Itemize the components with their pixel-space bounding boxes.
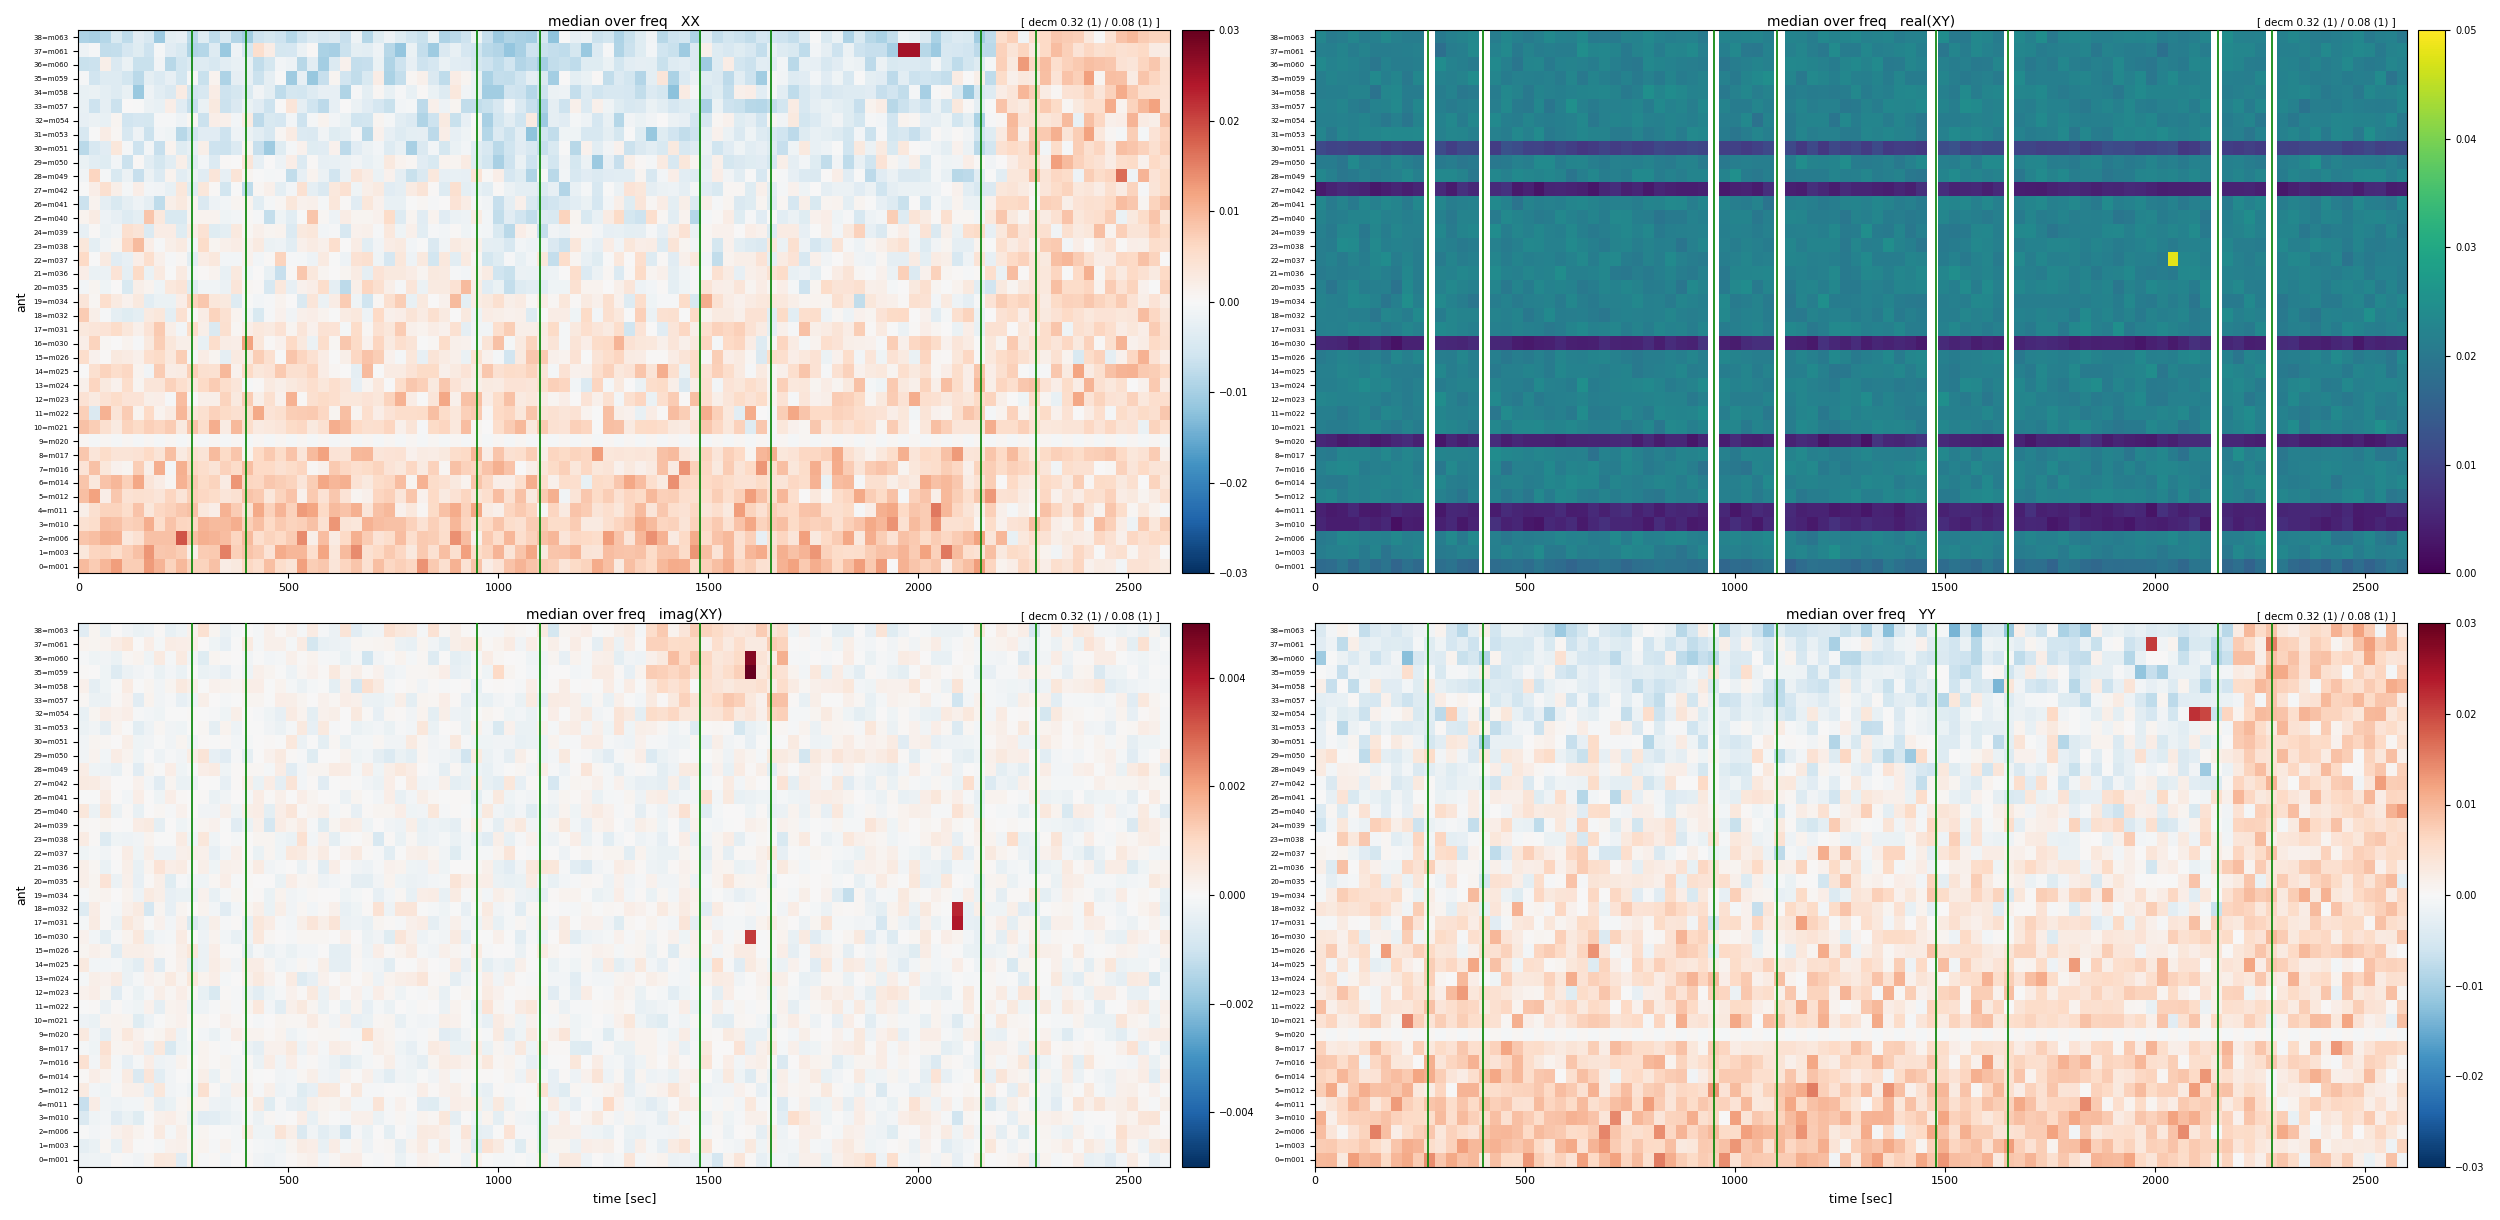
- Text: [ decm 0.32 (1) / 0.08 (1) ]: [ decm 0.32 (1) / 0.08 (1) ]: [1020, 17, 1160, 27]
- X-axis label: time [sec]: time [sec]: [592, 1192, 655, 1205]
- X-axis label: time [sec]: time [sec]: [1830, 1192, 1892, 1205]
- Y-axis label: ant: ant: [15, 292, 28, 312]
- Text: [ decm 0.32 (1) / 0.08 (1) ]: [ decm 0.32 (1) / 0.08 (1) ]: [2258, 611, 2395, 621]
- Title: median over freq   YY: median over freq YY: [1785, 609, 1935, 622]
- Text: [ decm 0.32 (1) / 0.08 (1) ]: [ decm 0.32 (1) / 0.08 (1) ]: [2258, 17, 2395, 27]
- Title: median over freq   real(XY): median over freq real(XY): [1768, 15, 1955, 29]
- Text: [ decm 0.32 (1) / 0.08 (1) ]: [ decm 0.32 (1) / 0.08 (1) ]: [1020, 611, 1160, 621]
- Title: median over freq   imag(XY): median over freq imag(XY): [525, 609, 722, 622]
- Y-axis label: ant: ant: [15, 884, 28, 905]
- Title: median over freq   XX: median over freq XX: [548, 15, 700, 29]
